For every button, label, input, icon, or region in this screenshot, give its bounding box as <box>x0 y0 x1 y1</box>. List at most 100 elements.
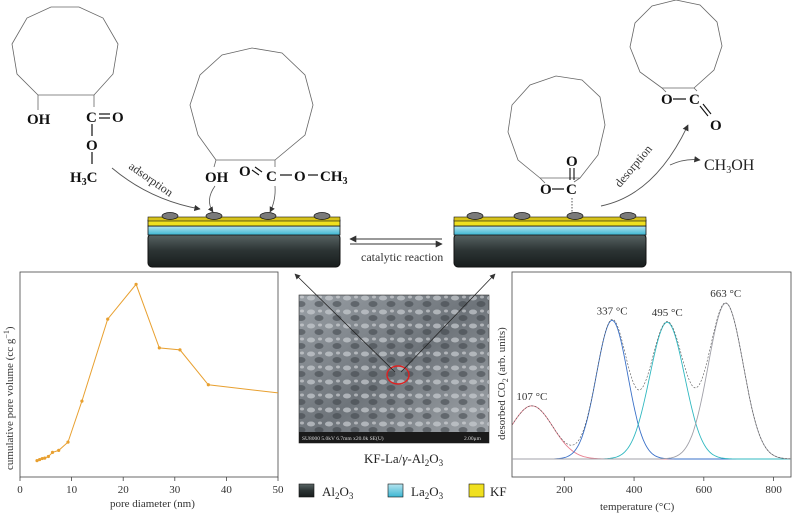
pore-x-tick-label: 30 <box>169 484 181 496</box>
pore-data-point <box>66 440 70 444</box>
pore-data-point <box>40 456 44 461</box>
active-site <box>259 212 277 220</box>
catalyst-slab-right <box>453 212 647 268</box>
tpd-peak-curve <box>512 302 792 460</box>
sem-caption-o: O <box>429 451 438 466</box>
intermediate-molecule: O C O <box>507 75 606 212</box>
macrocycle-ring <box>507 75 606 179</box>
macrocycle-ring <box>11 6 119 96</box>
pore-data-point <box>206 383 210 387</box>
legend-la2o3-o: O <box>429 484 438 499</box>
legend-swatch-la2o3 <box>387 483 404 498</box>
pore-chart-ylabel: cumulative pore volume (cc g−1) <box>2 326 16 470</box>
pore-chart-line <box>36 283 279 462</box>
pore-data-point <box>50 450 55 454</box>
tpd-chart-xlabel: temperature (°C) <box>600 501 675 513</box>
legend-la2o3-sub-2: 2 <box>425 491 430 501</box>
tpd-peak-label: 663 °C <box>710 288 741 300</box>
catalyst-slab-left <box>147 212 341 268</box>
tpd-chart-peak-labels: 107 °C 337 °C 495 °C 663 °C <box>516 288 741 403</box>
product-ring-o: O <box>661 92 673 108</box>
active-site <box>466 212 484 220</box>
product-carbon: C <box>689 92 700 108</box>
intermediate-carbonyl-o: O <box>566 154 578 170</box>
tpd-peak-label: 495 °C <box>652 307 683 319</box>
desorption-arrow: desorption <box>600 124 701 207</box>
adsorbed-ester-o: O <box>294 169 306 185</box>
adsorbed-carbon: C <box>266 169 277 185</box>
desorption-label: desorption <box>612 142 655 190</box>
pore-ylabel-close: ) <box>4 326 16 330</box>
legend-al2o3-o: O <box>340 484 349 499</box>
reactant-methyl: H3C <box>70 170 98 188</box>
pore-data-point <box>178 348 182 352</box>
pore-chart: 0 10 20 30 40 50 pore diameter (nm) cumulativ… <box>2 271 284 510</box>
pore-data-point <box>106 317 110 321</box>
catalytic-reaction-arrow: catalytic reaction <box>349 235 443 264</box>
intermediate-ring-o: O <box>540 182 552 198</box>
macrocycle-ring <box>189 47 314 161</box>
tpd-x-tick-label: 200 <box>556 484 573 496</box>
tpd-peak-curve <box>512 321 791 460</box>
active-site <box>205 212 223 220</box>
sem-caption: KF-La/γ-Al2O3 <box>364 451 444 468</box>
pore-data-point <box>38 457 42 462</box>
tpd-x-tick-label: 400 <box>626 484 643 496</box>
tpd-chart-curves <box>511 302 792 460</box>
active-site <box>313 212 331 220</box>
active-site <box>161 212 179 220</box>
product-carbonyl-o: O <box>710 118 722 134</box>
pore-data-point <box>80 399 84 403</box>
adsorbed-oh: OH <box>205 170 229 186</box>
pore-x-tick-label: 0 <box>17 484 23 496</box>
pore-chart-xlabel: pore diameter (nm) <box>110 498 195 510</box>
sem-info-bar: SU8000 5.0kV 6.7mm x20.0k SE(U) <box>302 435 384 442</box>
pore-ylabel-exp: −1 <box>2 330 11 339</box>
methanol-subscript: 3 <box>726 165 731 176</box>
sem-caption-sub-3: 3 <box>439 458 444 468</box>
tpd-ylabel-rest: (arb. units) <box>496 327 508 378</box>
pore-x-tick-label: 50 <box>273 484 285 496</box>
adsorbed-methyl: CH3 <box>320 169 348 187</box>
legend-la2o3-sub-3: 3 <box>439 491 444 501</box>
legend-label-al2o3: Al2O3 <box>322 484 354 501</box>
tpd-chart-x-ticks: 200 400 600 800 <box>556 477 782 496</box>
legend-al2o3-sub-3: 3 <box>349 491 354 501</box>
sem-caption-gamma: γ <box>402 451 408 466</box>
methanol-oh: OH <box>731 157 755 174</box>
legend-label-kf: KF <box>490 484 507 499</box>
product-molecule: O C O CH3OH <box>629 0 755 176</box>
tpd-peak-curve <box>512 319 791 460</box>
catalytic-reaction-label: catalytic reaction <box>361 250 443 264</box>
adsorbed-methyl-subscript: 3 <box>343 176 348 187</box>
reactant-ester-o: O <box>86 138 98 154</box>
reactant-carbon: C <box>86 110 97 126</box>
sem-highlight-circle <box>386 365 410 385</box>
legend-swatch-al2o3 <box>298 483 315 498</box>
sem-caption-sub-2: 2 <box>425 458 430 468</box>
active-site <box>619 212 637 220</box>
pore-chart-x-ticks: 0 10 20 30 40 50 <box>17 477 284 496</box>
tpd-x-tick-label: 800 <box>765 484 782 496</box>
tpd-peak-curve <box>511 405 791 460</box>
pore-x-tick-label: 40 <box>221 484 233 496</box>
pore-data-point <box>35 459 39 463</box>
legend-label-la2o3: La2O3 <box>411 484 444 501</box>
sem-image: SU8000 5.0kV 6.7mm x20.0k SE(U) 2.00μm <box>294 273 496 444</box>
legend: Al2O3 La2O3 KF <box>298 483 507 501</box>
reactant-carbonyl-o: O <box>112 110 124 126</box>
tpd-ylabel-sub: 2 <box>501 378 510 382</box>
adsorption-arrow: adsorption <box>111 159 201 212</box>
pore-data-point <box>134 282 138 286</box>
macrocycle-ring <box>629 0 723 89</box>
tpd-peak-label: 337 °C <box>597 305 628 317</box>
reactant-oh: OH <box>27 112 51 128</box>
pore-data-point <box>157 346 161 350</box>
adsorbed-molecule: OH C O O CH3 <box>189 47 348 213</box>
pore-data-point <box>57 448 61 452</box>
active-site <box>513 212 531 220</box>
reactant-methyl-carbon: C <box>87 170 98 186</box>
tpd-chart-ylabel: desorbed CO2 (arb. units) <box>496 327 510 440</box>
pore-chart-frame <box>19 271 279 478</box>
